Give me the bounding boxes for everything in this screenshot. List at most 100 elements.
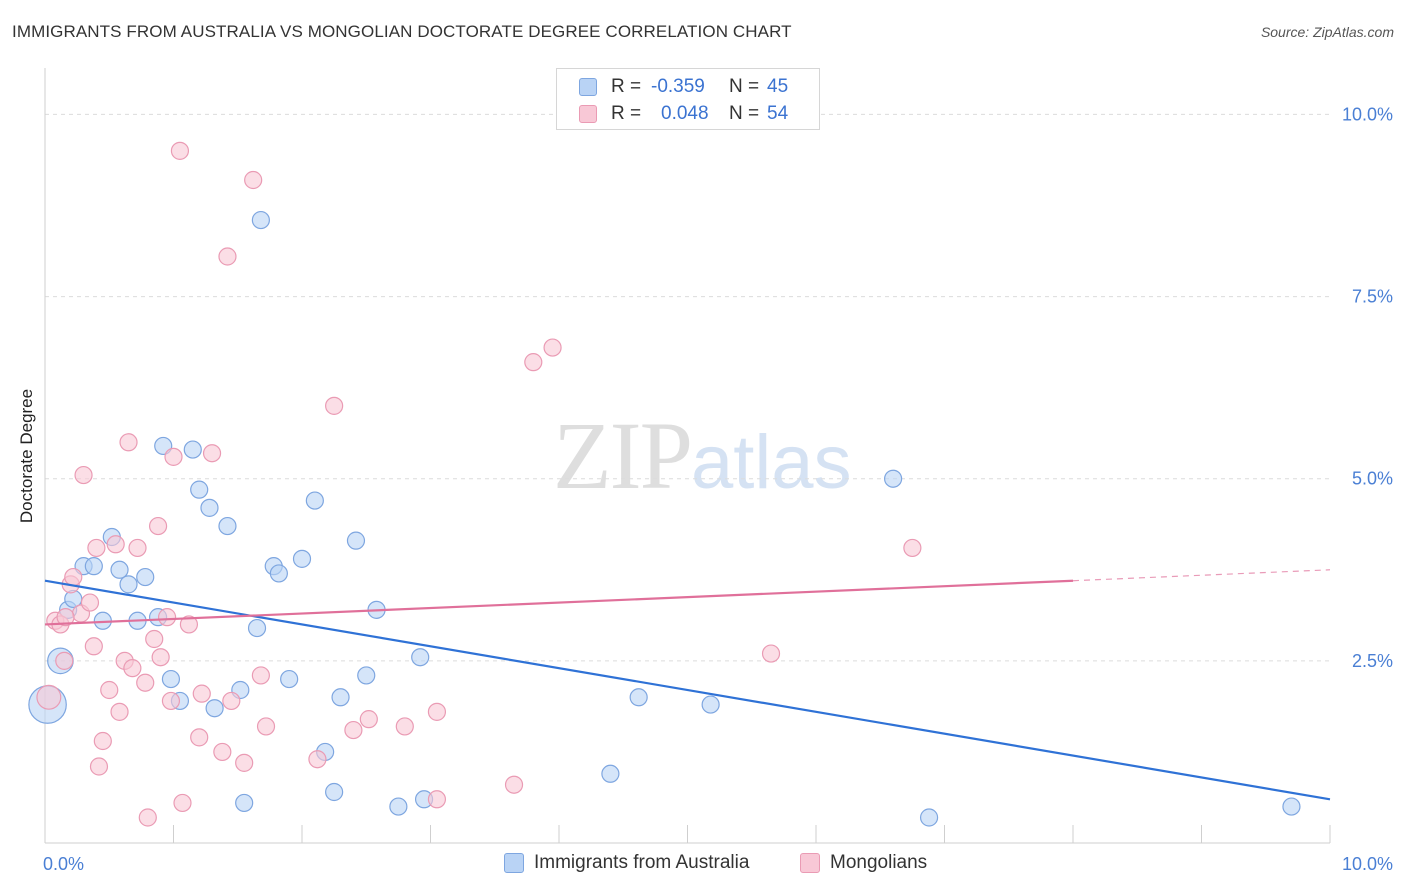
point-australia [84,557,103,576]
point-mongolian [244,170,263,190]
legend-n-label: N = [729,76,760,97]
legend-row-mongolian: R = 0.048 N = 54 [557,101,788,127]
y-tick-label: 2.5% [1352,651,1393,671]
legend-r-label: R = [611,76,642,97]
trendline-extension-mongolian [1072,569,1331,582]
point-mongolian [119,433,138,452]
point-mongolian [427,702,447,721]
point-mongolian [761,644,781,663]
point-australia [183,440,202,459]
point-australia [110,560,129,579]
point-australia [218,516,237,536]
point-mongolian [84,637,103,656]
trendline-australia [44,579,1331,801]
point-mongolian [148,516,168,536]
series-legend-mongolian[interactable]: Mongolians [800,852,927,874]
point-mongolian [504,775,524,794]
point-mongolian [128,538,147,558]
series-label-australia: Immigrants from Australia [534,852,750,873]
point-australia [269,564,288,583]
point-mongolian [136,673,155,692]
point-australia [601,764,620,783]
x-tick-label: 10.0% [1342,854,1393,874]
point-australia [325,782,344,802]
series-legend-australia[interactable]: Immigrants from Australia [504,852,749,874]
point-australia [280,669,299,689]
point-mongolian [164,447,183,466]
point-mongolian [325,396,344,415]
point-australia [251,210,270,230]
point-mongolian [256,717,276,736]
point-mongolian [100,680,119,700]
point-mongolian [202,444,222,463]
chart-title: IMMIGRANTS FROM AUSTRALIA VS MONGOLIAN D… [12,22,792,41]
y-tick-label: 7.5% [1352,287,1393,307]
legend-n-label: N = [729,103,760,124]
trendline-mongolian [44,579,1074,626]
point-mongolian [524,353,543,372]
point-mongolian [427,790,447,809]
legend-swatch-mongolian [579,105,597,123]
ticks-layer: 2.5% 5.0% 7.5% 10.0% 0.0% 10.0% [43,104,1393,874]
point-australia [389,797,408,816]
series-legend: Immigrants from Australia Mongolians [0,852,1406,878]
point-australia [247,618,267,638]
point-mongolian [235,753,254,772]
legend-swatch-australia [579,78,597,96]
point-mongolian [213,742,232,762]
grid-layer [45,113,1330,662]
point-mongolian [55,651,74,670]
x-tick-label: 0.0% [43,854,84,874]
point-australia [883,469,903,488]
point-australia [119,575,138,594]
point-mongolian [80,593,100,612]
point-mongolian [192,684,211,703]
point-australia [919,808,939,827]
point-australia [205,699,224,718]
point-mongolian [251,666,270,685]
series-swatch-australia [504,853,524,873]
point-australia [331,688,350,707]
point-mongolian [308,750,327,769]
point-mongolian [157,608,177,627]
point-australia [346,531,366,550]
point-mongolian [218,247,237,266]
point-australia [235,793,254,813]
point-mongolian [74,465,93,485]
point-australia [357,666,376,685]
series-swatch-mongolian [800,853,820,873]
point-mongolian [359,710,378,729]
source-label: Source: ZipAtlas.com [1260,24,1394,40]
series-label-mongolian: Mongolians [830,852,928,873]
point-mongolian [106,535,125,554]
point-mongolian [151,648,170,667]
y-tick-label: 10.0% [1342,104,1393,124]
point-mongolian [179,615,199,634]
axis-layer [44,68,1331,844]
point-australia [190,480,209,499]
point-mongolian [145,629,164,649]
point-australia [701,695,720,714]
point-mongolian [173,793,192,813]
trend-layer [44,569,1331,801]
point-mongolian [344,720,363,740]
point-mongolian [110,702,129,721]
point-australia [292,549,312,568]
legend-n-value: 45 [767,76,789,97]
point-mongolian [87,538,106,558]
point-mongolian [170,141,190,160]
points-layer [28,141,1301,827]
legend-r-label: R = [611,103,642,124]
point-australia [136,567,155,587]
point-australia [411,648,430,667]
point-mongolian [93,731,112,751]
point-australia [305,491,324,510]
point-mongolian [222,691,241,711]
point-australia [200,498,219,517]
legend-r-value: -0.359 [651,76,705,97]
correlation-legend: R = -0.359 N = 45 R = 0.048 N = 54 [556,68,820,130]
legend-r-value: 0.048 [661,103,709,124]
point-mongolian [123,659,142,678]
point-australia [161,669,181,689]
